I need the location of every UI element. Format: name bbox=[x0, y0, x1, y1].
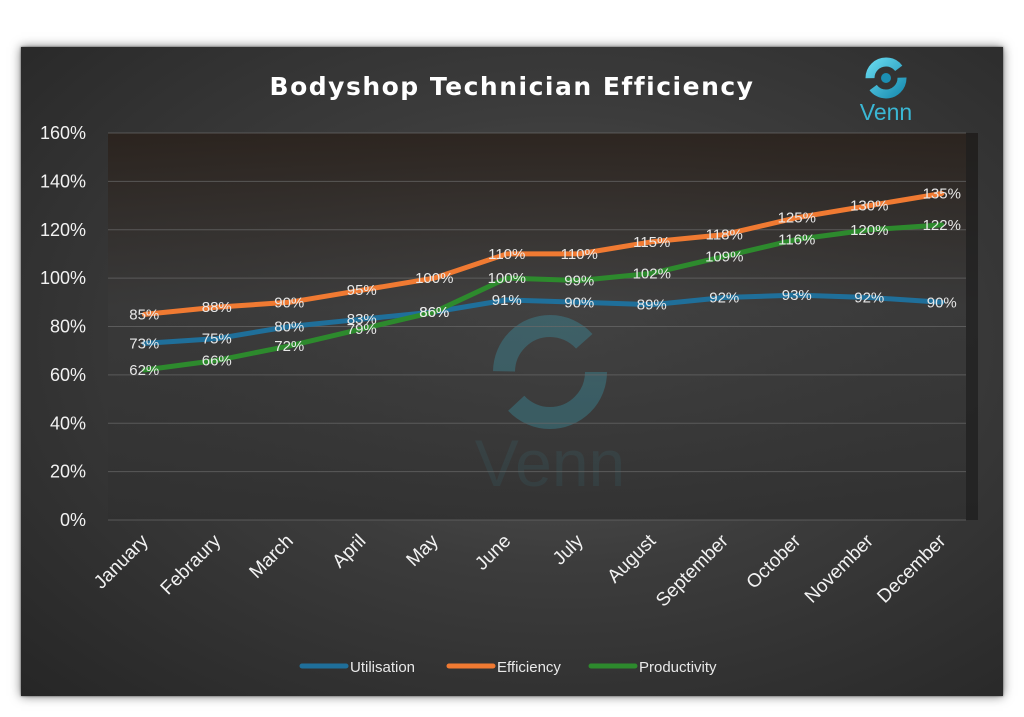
data-label-productivity: 99% bbox=[564, 273, 594, 290]
data-label-productivity: 102% bbox=[633, 265, 671, 282]
data-label-utilisation: 80% bbox=[274, 319, 304, 336]
data-label-productivity: 66% bbox=[202, 352, 232, 369]
series-line-productivity bbox=[141, 222, 945, 373]
data-label-productivity: 79% bbox=[347, 321, 377, 338]
data-label-productivity: 86% bbox=[419, 304, 449, 321]
x-tick-label: December bbox=[873, 530, 950, 607]
legend: Utilisation Efficiency Productivity bbox=[299, 659, 717, 676]
data-label-productivity: 116% bbox=[778, 231, 815, 248]
x-tick-label: June bbox=[471, 531, 515, 575]
x-tick-label: August bbox=[604, 530, 661, 587]
venn-logo: Venn bbox=[860, 57, 912, 125]
data-label-utilisation: 90% bbox=[564, 294, 594, 311]
data-label-utilisation: 90% bbox=[927, 294, 957, 311]
data-label-productivity: 100% bbox=[488, 270, 526, 287]
data-label-utilisation: 91% bbox=[492, 292, 522, 309]
y-tick-label: 120% bbox=[40, 220, 86, 240]
data-label-efficiency: 100% bbox=[415, 270, 453, 287]
data-label-utilisation: 73% bbox=[129, 335, 159, 352]
y-tick-label: 160% bbox=[40, 123, 86, 143]
data-label-utilisation: 92% bbox=[854, 289, 884, 306]
plot-side-shadow bbox=[966, 133, 978, 520]
y-tick-label: 60% bbox=[50, 365, 86, 385]
data-label-efficiency: 115% bbox=[633, 234, 670, 251]
data-label-productivity: 120% bbox=[850, 222, 888, 239]
x-tick-label: September bbox=[652, 530, 733, 611]
y-tick-label: 100% bbox=[40, 268, 86, 288]
venn-swirl-icon bbox=[865, 57, 907, 99]
data-label-productivity: 109% bbox=[705, 248, 743, 265]
data-label-efficiency: 110% bbox=[488, 246, 525, 263]
data-label-productivity: 72% bbox=[274, 338, 304, 355]
data-label-productivity: 122% bbox=[923, 217, 961, 234]
series-layer bbox=[141, 191, 945, 373]
data-label-efficiency: 90% bbox=[274, 294, 304, 311]
data-label-efficiency: 130% bbox=[850, 198, 888, 215]
data-label-efficiency: 135% bbox=[923, 185, 961, 202]
data-label-efficiency: 118% bbox=[706, 227, 743, 244]
data-label-efficiency: 85% bbox=[129, 306, 159, 323]
x-tick-label: March bbox=[246, 531, 298, 583]
x-tick-label: May bbox=[403, 530, 444, 571]
legend-label-productivity: Productivity bbox=[639, 659, 717, 676]
legend-label-efficiency: Efficiency bbox=[497, 659, 561, 676]
y-tick-label: 140% bbox=[40, 171, 86, 191]
grid-layer bbox=[108, 132, 966, 521]
series-line-utilisation bbox=[141, 292, 945, 346]
data-label-efficiency: 88% bbox=[202, 299, 232, 316]
data-label-utilisation: 83% bbox=[347, 311, 377, 328]
data-label-layer: 73% 75% 80% 83% 86% 91% 90% 89% 92% 93% 92% 90% 85% 8… bbox=[129, 185, 961, 379]
y-tick-label: 80% bbox=[50, 317, 86, 337]
x-tick-label: Febraury bbox=[157, 530, 226, 599]
data-label-utilisation: 86% bbox=[419, 304, 449, 321]
data-label-utilisation: 89% bbox=[637, 297, 667, 314]
data-label-utilisation: 92% bbox=[709, 289, 739, 306]
y-axis-ticks: 0% 20% 40% 60% 80% 100% 120% 140% 160% bbox=[40, 123, 86, 530]
series-line-efficiency bbox=[141, 191, 945, 317]
x-tick-label: October bbox=[743, 530, 806, 593]
y-tick-label: 0% bbox=[60, 510, 86, 530]
x-tick-label: July bbox=[549, 530, 588, 569]
data-label-productivity: 62% bbox=[129, 362, 159, 379]
y-tick-label: 40% bbox=[50, 413, 86, 433]
x-tick-label: November bbox=[801, 530, 878, 607]
y-tick-label: 20% bbox=[50, 462, 86, 482]
watermark-text: Venn bbox=[475, 426, 626, 500]
chart-title: Bodyshop Technician Efficiency bbox=[270, 72, 755, 101]
data-label-efficiency: 110% bbox=[561, 246, 598, 263]
data-label-efficiency: 125% bbox=[778, 210, 816, 227]
legend-label-utilisation: Utilisation bbox=[350, 659, 415, 676]
data-label-utilisation: 93% bbox=[782, 287, 812, 304]
x-axis-ticks: January Febraury March April May June July Augu… bbox=[90, 530, 951, 611]
x-tick-label: January bbox=[90, 530, 153, 593]
data-label-efficiency: 95% bbox=[347, 282, 377, 299]
x-tick-label: April bbox=[329, 531, 371, 573]
data-label-utilisation: 75% bbox=[202, 331, 232, 348]
logo-text: Venn bbox=[860, 99, 912, 125]
